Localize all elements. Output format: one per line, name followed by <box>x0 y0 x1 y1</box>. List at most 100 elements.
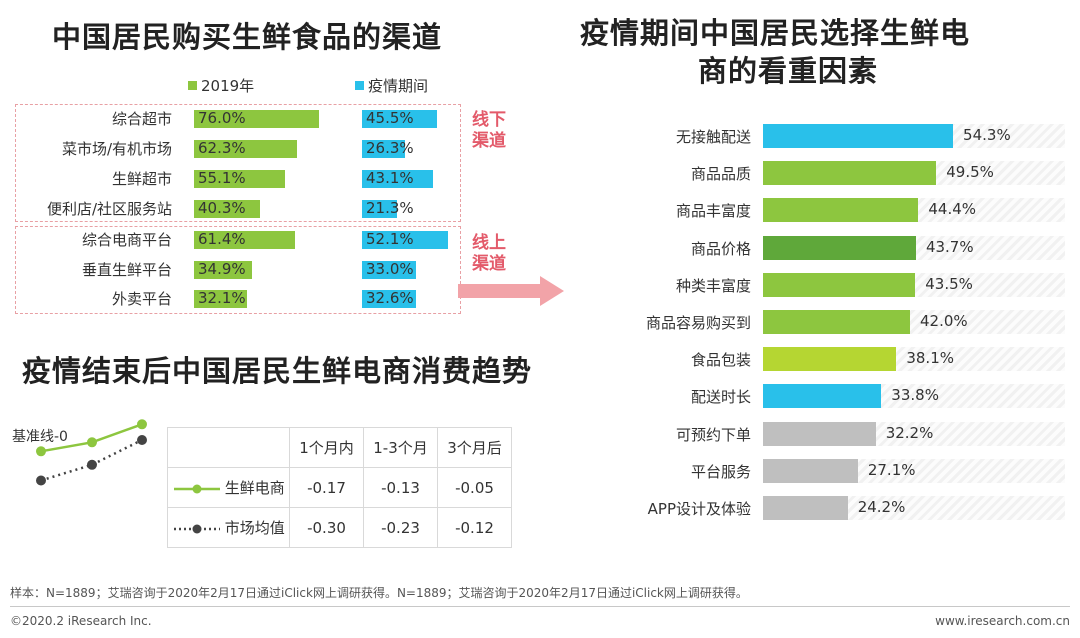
bar-2019-value: 62.3% <box>198 139 246 157</box>
factor-bar <box>763 458 858 483</box>
legend-epidemic: 疫情期间 <box>355 75 428 96</box>
trend-point <box>36 475 46 486</box>
online-tag-text: 线上 渠道 <box>472 233 506 274</box>
bar-epidemic-value: 45.5% <box>366 109 414 127</box>
trend-cell: -0.05 <box>437 467 512 508</box>
trend-row-name: 市场均值 <box>224 519 285 537</box>
channel-label: 垂直生鲜平台 <box>81 261 172 279</box>
bar-2019 <box>194 261 252 279</box>
trend-baseline-label: 基准线-0 <box>12 429 68 445</box>
trend-chart-title: 疫情结束后中国居民生鲜电商消费趋势 <box>22 354 533 388</box>
bar-2019-value: 55.1% <box>198 169 246 187</box>
bar-2019 <box>194 170 285 188</box>
trend-cell: -0.12 <box>437 507 512 548</box>
footer-url: www.iresearch.com.cn <box>935 614 1070 628</box>
factor-bar <box>763 347 897 372</box>
trend-point <box>87 437 97 448</box>
arrow-right-icon <box>458 276 564 306</box>
factor-bar <box>763 235 916 260</box>
factor-label: 商品品质 <box>690 165 751 184</box>
factor-value: 38.1% <box>906 349 954 368</box>
bar-epidemic-value: 32.6% <box>366 289 414 307</box>
factor-label: 无接触配送 <box>675 128 751 146</box>
trend-table-header: 1-3个月 <box>363 427 438 468</box>
bar-epidemic <box>362 290 416 308</box>
factor-value: 43.5% <box>925 274 973 293</box>
factor-bar <box>763 421 876 446</box>
legend-2019: 2019年 <box>188 75 254 96</box>
legend-line-market-icon <box>174 524 220 533</box>
factor-chart-title-line2: 商的看重因素 <box>698 54 879 88</box>
trend-table-header-row: 1个月内 1-3个月 3个月后 <box>167 427 512 468</box>
footer-copyright: ©2020.2 iResearch Inc. <box>10 614 152 628</box>
factor-bar <box>763 161 937 186</box>
trend-point <box>87 459 97 470</box>
bar-epidemic <box>362 261 417 279</box>
bar-epidemic-value: 52.1% <box>366 230 414 248</box>
trend-point <box>36 446 46 457</box>
factor-value: 54.3% <box>963 126 1011 144</box>
channel-label: 外卖平台 <box>111 290 172 308</box>
factor-value: 24.2% <box>857 498 906 516</box>
factor-bar <box>763 198 919 223</box>
factor-label: 商品容易购买到 <box>645 314 751 332</box>
bar-epidemic-value: 21.3% <box>366 199 414 217</box>
trend-row-name: 生鲜电商 <box>224 479 285 497</box>
factor-value: 33.8% <box>891 386 939 405</box>
online-channel-tag: 线上 渠道 <box>472 233 512 275</box>
bar-2019-value: 34.9% <box>198 260 246 278</box>
bar-2019 <box>194 200 261 218</box>
trend-row-label: 生鲜电商 <box>167 467 290 508</box>
factor-label: APP设计及体验 <box>647 500 751 518</box>
trend-cell: -0.23 <box>363 507 438 548</box>
bar-2019 <box>194 140 297 158</box>
channel-label: 综合电商平台 <box>81 231 172 249</box>
channel-label: 综合超市 <box>111 110 172 128</box>
trend-cell: -0.17 <box>289 467 364 508</box>
factor-bar <box>763 310 910 334</box>
bar-epidemic <box>362 200 398 218</box>
trend-line-market <box>40 438 143 482</box>
factor-value: 42.0% <box>920 312 968 330</box>
channel-label: 便利店/社区服务站 <box>46 200 172 218</box>
legend-epidemic-label: 疫情期间 <box>368 77 429 95</box>
factor-label: 可预约下单 <box>675 425 751 444</box>
bar-2019 <box>194 110 320 128</box>
trend-table-header: 3个月后 <box>437 427 512 468</box>
bar-2019 <box>194 290 247 308</box>
bar-epidemic <box>362 170 434 188</box>
bar-epidemic-value: 26.3% <box>366 139 414 157</box>
trend-cell: -0.13 <box>363 467 438 508</box>
factor-value: 27.1% <box>867 460 916 479</box>
factor-value: 32.2% <box>885 423 934 442</box>
bar-epidemic-value: 43.1% <box>366 169 414 187</box>
online-channel-box <box>15 226 461 314</box>
legend-2019-swatch <box>188 80 197 90</box>
factor-value: 49.5% <box>946 163 994 182</box>
factor-bar <box>763 124 954 148</box>
factor-label: 配送时长 <box>690 388 751 407</box>
bar-2019-value: 32.1% <box>198 289 246 307</box>
bar-epidemic-value: 33.0% <box>366 260 414 278</box>
trend-table-header: 1个月内 <box>289 427 364 468</box>
legend-line-fresh-icon <box>174 484 220 493</box>
factor-label: 商品丰富度 <box>675 202 751 221</box>
trend-table: 1个月内 1-3个月 3个月后 生鲜电商 -0.17 -0.13 -0.05 市… <box>167 427 512 548</box>
legend-epidemic-swatch <box>355 80 364 90</box>
factor-label: 平台服务 <box>690 462 751 481</box>
bar-epidemic <box>362 231 448 249</box>
trend-row-label: 市场均值 <box>167 507 290 548</box>
trend-point <box>137 419 147 430</box>
offline-channel-tag: 线下 渠道 <box>472 110 512 152</box>
trend-cell: -0.30 <box>289 507 364 548</box>
trend-point <box>137 435 147 445</box>
footer-divider <box>10 606 1070 607</box>
legend-2019-label: 2019年 <box>201 77 255 95</box>
factor-value: 43.7% <box>925 237 974 256</box>
channel-label: 生鲜超市 <box>111 170 172 188</box>
factor-bar <box>763 272 916 297</box>
factor-chart-title: 疫情期间中国居民选择生鲜电 商的看重因素 <box>580 14 970 90</box>
factor-label: 商品价格 <box>690 239 751 258</box>
bar-2019 <box>194 231 296 249</box>
